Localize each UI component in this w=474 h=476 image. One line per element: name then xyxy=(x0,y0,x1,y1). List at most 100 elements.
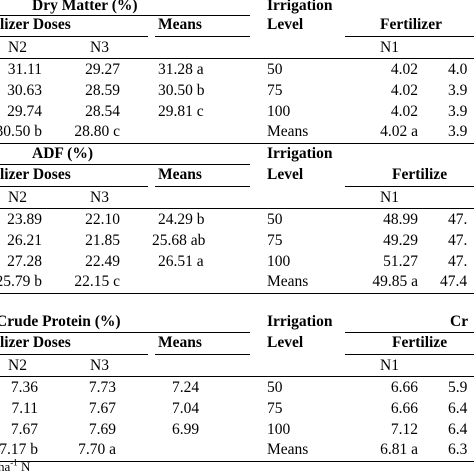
cell: 30.50 b xyxy=(0,123,42,140)
cell: 7.36 xyxy=(10,379,38,396)
cell: 47. xyxy=(448,253,468,270)
rule xyxy=(0,208,474,209)
col-n1: N1 xyxy=(380,39,399,56)
cell: 48.99 xyxy=(383,211,418,228)
level-header: Level xyxy=(267,16,304,33)
cell: 47. xyxy=(448,232,468,249)
doses-header: lizer Doses xyxy=(0,16,71,33)
cell: 28.80 c xyxy=(74,123,120,140)
block-title: ADF (%) xyxy=(32,145,93,162)
cell: 7.70 a xyxy=(78,441,116,458)
rule xyxy=(0,15,250,16)
col-n2: N2 xyxy=(8,357,27,374)
doses-header: lizer Doses xyxy=(0,166,71,183)
irrigation-header: Irrigation xyxy=(267,0,333,14)
means-header: Means xyxy=(158,166,202,183)
cell: 49.85 a xyxy=(372,273,418,290)
cell: 6.99 xyxy=(172,421,200,438)
cell: 7.69 xyxy=(88,421,116,438)
cell: 3.9 xyxy=(448,123,468,140)
rule xyxy=(345,186,474,187)
cell: 7.17 b xyxy=(0,441,38,458)
doses-header: lizer Doses xyxy=(0,334,71,351)
cell: 6.4 xyxy=(448,421,468,438)
cell: 3.9 xyxy=(448,103,468,120)
means-header: Means xyxy=(158,16,202,33)
fertilizer-header: Fertilizer xyxy=(380,16,442,33)
cell: 4.0 xyxy=(448,61,468,78)
cell: 22.49 xyxy=(85,253,120,270)
cell: 47. xyxy=(448,211,468,228)
cell: 75 xyxy=(267,82,283,99)
fertilizer-header: Fertilize xyxy=(392,334,448,351)
cell: 6.66 xyxy=(390,379,418,396)
cell: 29.81 c xyxy=(158,103,204,120)
cell: 75 xyxy=(267,232,283,249)
means-label: Means xyxy=(267,273,309,290)
col-n2: N2 xyxy=(8,189,27,206)
cell: 75 xyxy=(267,400,283,417)
cell: 4.02 xyxy=(390,61,418,78)
cell: 100 xyxy=(267,103,291,120)
cell: 47.4 xyxy=(440,273,468,290)
cell: 100 xyxy=(267,253,291,270)
means-label: Means xyxy=(267,441,309,458)
rule xyxy=(345,354,474,355)
cell: 21.85 xyxy=(85,232,120,249)
cell: 7.04 xyxy=(172,400,200,417)
col-n3: N3 xyxy=(90,357,109,374)
rule xyxy=(0,354,148,355)
rule xyxy=(155,186,250,187)
cell: 3.9 xyxy=(448,82,468,99)
cell: 50 xyxy=(267,211,283,228)
cell: 4.02 xyxy=(390,103,418,120)
rule xyxy=(0,376,474,377)
rule xyxy=(0,293,474,294)
cell: 6.66 xyxy=(390,400,418,417)
cell: 5.9 xyxy=(448,379,468,396)
footnote: ha-1 N xyxy=(0,457,31,474)
rule xyxy=(155,354,250,355)
cell: 6.81 a xyxy=(380,441,418,458)
cell: 7.67 xyxy=(10,421,38,438)
cell: 25.68 ab xyxy=(152,232,206,249)
cell: 7.12 xyxy=(390,421,418,438)
cell: 23.89 xyxy=(7,211,42,228)
rule xyxy=(345,36,474,37)
rule xyxy=(0,186,148,187)
cell: 26.21 xyxy=(7,232,42,249)
cell: 29.27 xyxy=(85,61,120,78)
rule xyxy=(0,164,250,165)
col-n3: N3 xyxy=(90,189,109,206)
cell: 50 xyxy=(267,61,283,78)
fertilizer-header: Fertilize xyxy=(392,166,448,183)
cell: 24.29 b xyxy=(158,211,205,228)
rule xyxy=(155,36,250,37)
rule xyxy=(0,36,148,37)
level-header: Level xyxy=(267,166,304,183)
means-header: Means xyxy=(158,334,202,351)
rule xyxy=(0,143,474,144)
cell: 7.11 xyxy=(11,400,38,417)
cell: 27.28 xyxy=(7,253,42,270)
block-title: Crude Protein (%) xyxy=(0,313,121,330)
cell: 51.27 xyxy=(383,253,418,270)
cell: 26.51 a xyxy=(158,253,204,270)
rule xyxy=(345,332,474,333)
cell: 31.11 xyxy=(7,61,42,78)
col-n1: N1 xyxy=(380,357,399,374)
cell: 50 xyxy=(267,379,283,396)
means-label: Means xyxy=(267,123,309,140)
cell: 6.3 xyxy=(448,441,468,458)
cell: 4.02 xyxy=(390,82,418,99)
cell: 22.15 c xyxy=(74,273,120,290)
cell: 7.24 xyxy=(172,379,200,396)
cell: 4.02 a xyxy=(380,123,418,140)
col-n3: N3 xyxy=(90,39,109,56)
cell: 49.29 xyxy=(383,232,418,249)
level-header: Level xyxy=(267,334,304,351)
block-title: Dry Matter (%) xyxy=(32,0,138,14)
cell: 28.59 xyxy=(85,82,120,99)
col-n2: N2 xyxy=(8,39,27,56)
cell: 7.73 xyxy=(88,379,116,396)
